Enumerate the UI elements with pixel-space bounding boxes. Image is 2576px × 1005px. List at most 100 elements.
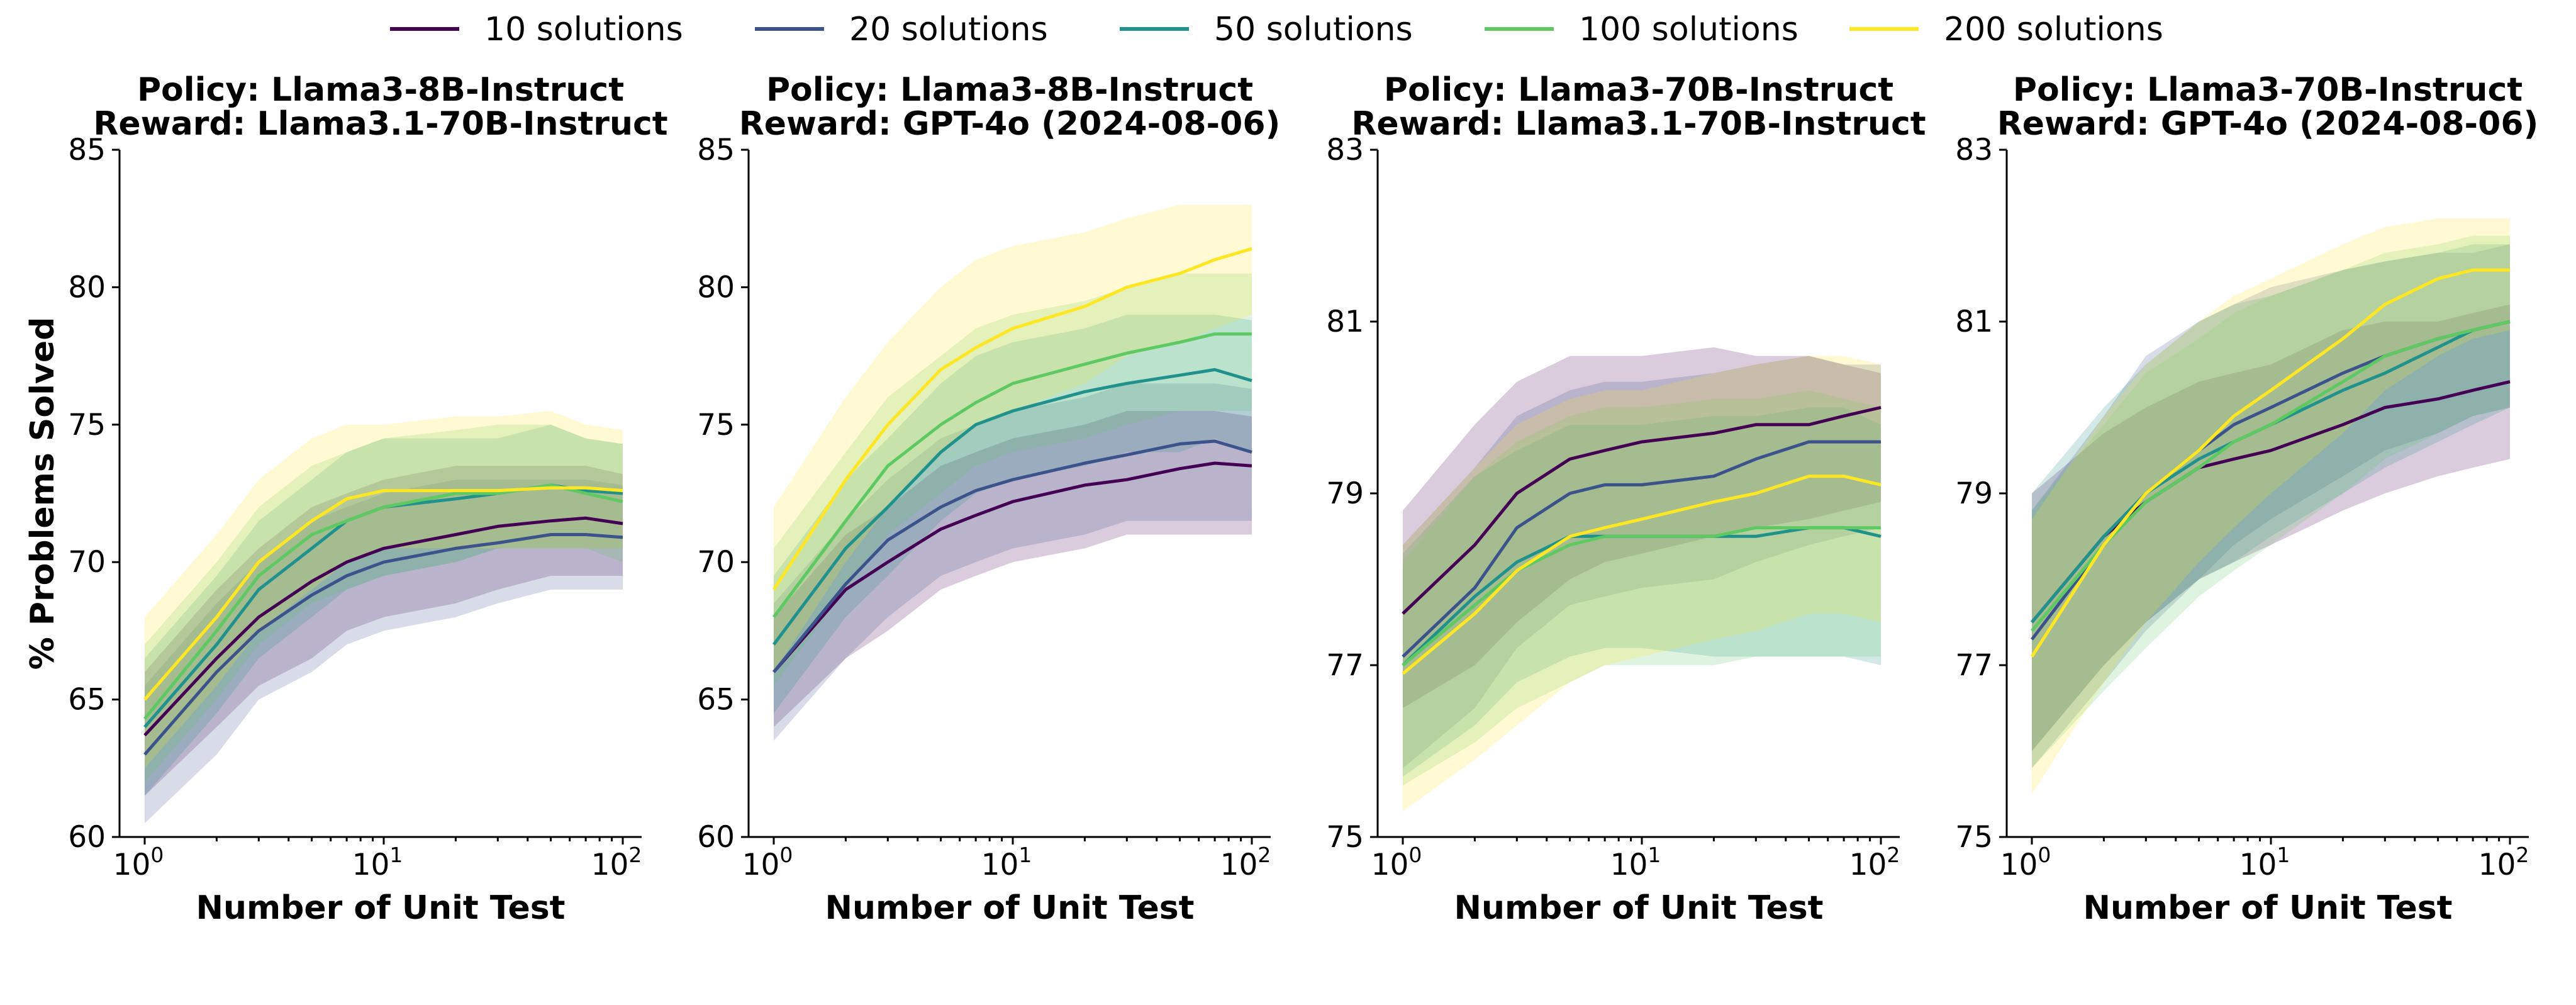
y-tick-label: 77	[1955, 648, 1993, 683]
y-tick-label: 79	[1326, 476, 1364, 511]
series-line	[772, 332, 1252, 619]
x-tick-exponent: 0	[779, 843, 793, 867]
x-tick-label: 100	[1371, 843, 1422, 882]
series-line	[143, 533, 623, 756]
y-tick-label: 60	[697, 820, 735, 855]
x-tick-exponent: 2	[628, 843, 642, 867]
series-line	[1402, 406, 1882, 615]
series-band	[2032, 304, 2510, 751]
series-line	[143, 516, 623, 737]
y-tick-label: 80	[68, 270, 106, 305]
chart-title-line: Policy: Llama3-70B-Instruct	[1384, 71, 1893, 109]
chart-title-line: Policy: Llama3-8B-Instruct	[766, 71, 1253, 109]
y-tick-label: 65	[68, 683, 106, 717]
series-line	[772, 439, 1252, 673]
x-tick-label: 100	[113, 843, 164, 882]
x-tick-label: 102	[2478, 843, 2529, 882]
y-tick-label: 81	[1326, 305, 1364, 339]
series-band	[145, 480, 623, 824]
series-band	[774, 383, 1252, 741]
legend-label: 200 solutions	[1944, 11, 2163, 48]
y-tick-label: 85	[68, 133, 106, 167]
series-line	[2031, 380, 2511, 624]
series-band	[2032, 244, 2510, 768]
chart-title-line: Policy: Llama3-8B-Instruct	[137, 71, 624, 109]
series-line	[1402, 440, 1881, 658]
x-tick-label: 101	[1610, 843, 1661, 882]
y-tick-label: 75	[1955, 820, 1993, 855]
series-band	[1403, 347, 1881, 709]
legend-item: 50 solutions	[1120, 11, 1413, 48]
y-tick-label: 85	[697, 133, 735, 167]
y-tick-label: 83	[1955, 133, 1993, 167]
legend-label: 20 solutions	[849, 11, 1048, 48]
x-tick-exponent: 0	[1408, 843, 1422, 867]
x-tick-label: 101	[352, 843, 403, 882]
y-tick-label: 77	[1326, 648, 1364, 683]
y-tick-label: 83	[1326, 133, 1364, 167]
x-axis-label: Number of Unit Test	[1454, 889, 1823, 927]
series-band	[774, 205, 1252, 672]
legend-item: 20 solutions	[755, 11, 1048, 48]
chart-title-line: Reward: GPT-4o (2024-08-06)	[1997, 105, 2539, 143]
x-axis-label: Number of Unit Test	[825, 889, 1194, 927]
y-tick-label: 79	[1955, 476, 1993, 511]
y-tick-label: 70	[697, 545, 735, 580]
series-line	[2031, 320, 2511, 632]
y-tick-label: 75	[68, 408, 106, 442]
x-tick-exponent: 1	[1648, 843, 1661, 867]
x-tick-exponent: 2	[1257, 843, 1271, 867]
x-tick-label: 102	[1220, 843, 1271, 882]
x-tick-exponent: 1	[1018, 843, 1032, 867]
series-band	[145, 411, 623, 768]
x-tick-exponent: 1	[2277, 843, 2290, 867]
y-tick-label: 81	[1955, 305, 1993, 339]
chart-panel-3: 75 77 79 81 83 100 101 102 Policy: Llama3-70B-In…	[1326, 71, 1926, 927]
chart-title-line: Policy: Llama3-70B-Instruct	[2013, 71, 2523, 109]
series-band	[145, 424, 623, 796]
y-tick-label: 65	[697, 683, 735, 717]
series-line	[2030, 268, 2510, 658]
x-tick-exponent: 0	[2038, 843, 2051, 867]
y-tick-label: 60	[68, 820, 106, 855]
series-band	[2032, 218, 2510, 794]
series-line	[772, 368, 1252, 646]
series-line	[1402, 474, 1882, 675]
series-line	[1402, 526, 1881, 666]
legend-label: 50 solutions	[1214, 11, 1413, 48]
y-tick-label: 75	[1326, 820, 1364, 855]
legend-label: 100 solutions	[1579, 11, 1798, 48]
y-axis-label: % Problems Solved	[24, 317, 62, 670]
x-tick-exponent: 1	[389, 843, 403, 867]
x-axis-label: Number of Unit Test	[196, 889, 565, 927]
x-tick-label: 102	[1849, 843, 1900, 882]
legend-item: 100 solutions	[1485, 11, 1798, 48]
series-line	[143, 486, 623, 701]
series-band	[1403, 356, 1881, 812]
chart-title-line: Reward: GPT-4o (2024-08-06)	[739, 105, 1281, 143]
legend: 10 solutions 20 solutions 50 solutions 100 …	[390, 11, 2163, 48]
series-band	[774, 273, 1252, 686]
chart-title-line: Reward: Llama3.1-70B-Instruct	[93, 105, 667, 143]
legend-label: 10 solutions	[484, 11, 683, 48]
x-tick-label: 100	[742, 843, 793, 882]
x-tick-label: 102	[591, 843, 642, 882]
y-tick-label: 80	[697, 270, 735, 305]
x-tick-label: 101	[981, 843, 1032, 882]
y-tick-label: 75	[697, 408, 735, 442]
x-tick-label: 100	[2000, 843, 2051, 882]
x-tick-label: 101	[2239, 843, 2290, 882]
series-line	[772, 461, 1252, 673]
x-tick-exponent: 0	[150, 843, 164, 867]
series-band	[145, 424, 623, 782]
x-axis-label: Number of Unit Test	[2083, 889, 2452, 927]
series-band	[774, 411, 1252, 727]
series-band	[145, 466, 623, 796]
series-line	[772, 247, 1252, 591]
x-tick-exponent: 2	[2516, 843, 2529, 867]
